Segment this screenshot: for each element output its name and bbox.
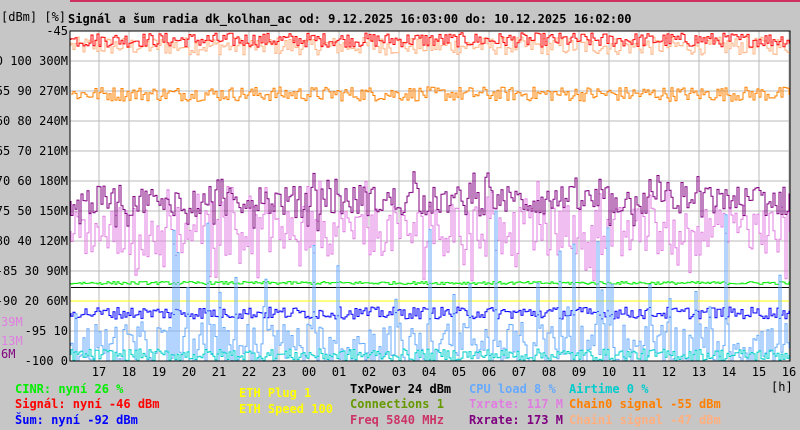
- x-tick-label: 04: [422, 365, 436, 379]
- y-tick-label: -95 10: [25, 324, 68, 338]
- y-tick-label: -100 0: [25, 354, 68, 368]
- legend-cpu: CPU load 8 %: [469, 382, 556, 396]
- x-tick-label: 20: [182, 365, 196, 379]
- series-rxrate: [70, 171, 790, 232]
- legend-cinr: CINR: nyní 26 %: [15, 382, 124, 396]
- x-tick-label: 19: [152, 365, 166, 379]
- x-tick-label: 02: [362, 365, 376, 379]
- x-tick-label: 14: [722, 365, 736, 379]
- plot-border: [69, 30, 791, 362]
- legend-txpower: TxPower 24 dBm: [350, 382, 452, 396]
- legend-eth-speed: ETH Speed 100: [239, 402, 333, 416]
- x-tick-label: 21: [212, 365, 226, 379]
- legend-txrate: Txrate: 117 M: [469, 397, 563, 411]
- plot-area: [70, 31, 790, 361]
- series-signal: [70, 32, 790, 48]
- y-tick-label: -55 90 270M: [0, 84, 68, 98]
- legend-airtime: Airtime 0 %: [569, 382, 649, 396]
- x-tick-label: 10: [602, 365, 616, 379]
- legend-freq: Freq 5840 MHz: [350, 413, 444, 427]
- series-airtime: [70, 348, 790, 362]
- series-chain0-signal: [71, 86, 790, 102]
- y-axis-unit-label: [dBm] [%]: [1, 10, 66, 24]
- rate-marker-label: 13M: [1, 334, 23, 348]
- x-tick-label: 12: [662, 365, 676, 379]
- x-tick-label: 03: [392, 365, 406, 379]
- legend-noise: Šum: nyní -92 dBm: [15, 413, 138, 427]
- x-tick-label: 06: [482, 365, 496, 379]
- legend-connections: Connections 1: [350, 397, 444, 411]
- x-tick-label: 18: [122, 365, 136, 379]
- x-tick-label: 08: [542, 365, 556, 379]
- x-tick-label: 16: [782, 365, 796, 379]
- y-tick-label: -60 80 240M: [0, 114, 68, 128]
- x-tick-label: 13: [692, 365, 706, 379]
- y-tick-label: -75 50 150M: [0, 204, 68, 218]
- rate-marker-label: 6M: [1, 347, 15, 361]
- x-tick-label: 00: [302, 365, 316, 379]
- x-tick-label: 23: [272, 365, 286, 379]
- x-tick-label: 22: [242, 365, 256, 379]
- y-tick-label: -45: [46, 24, 68, 38]
- series-cinr: [70, 281, 790, 285]
- x-tick-label: 05: [452, 365, 466, 379]
- y-tick-label: -50 100 300M: [0, 54, 68, 68]
- legend-signal: Signál: nyní -46 dBm: [15, 397, 160, 411]
- y-tick-label: -70 60 180M: [0, 174, 68, 188]
- y-tick-label: -65 70 210M: [0, 144, 68, 158]
- top-accent-line: [70, 0, 800, 2]
- series-txrate: [70, 180, 790, 282]
- chart-title: Signál a šum radia dk_kolhan_ac od: 9.12…: [68, 12, 632, 27]
- legend-eth-plug: ETH Plug 1: [239, 386, 312, 400]
- y-tick-label: -90 20 60M: [0, 294, 68, 308]
- x-tick-label: 07: [512, 365, 526, 379]
- x-tick-label: 15: [752, 365, 766, 379]
- x-tick-label: 09: [572, 365, 586, 379]
- x-tick-label: 01: [332, 365, 346, 379]
- series-cpu-load: [70, 210, 790, 362]
- y-tick-label: -80 40 120M: [0, 234, 68, 248]
- x-tick-label: 17: [92, 365, 106, 379]
- x-tick-label: 11: [632, 365, 646, 379]
- legend-chain0: Chain0 signal -55 dBm: [569, 397, 721, 411]
- legend-rxrate: Rxrate: 173 M: [469, 413, 563, 427]
- rate-marker-label: 39M: [1, 315, 23, 329]
- legend-chain1: Chain1 signal -47 dBm: [569, 413, 721, 427]
- x-axis-unit-label: [h]: [771, 380, 793, 394]
- y-tick-label: -85 30 90M: [0, 264, 68, 278]
